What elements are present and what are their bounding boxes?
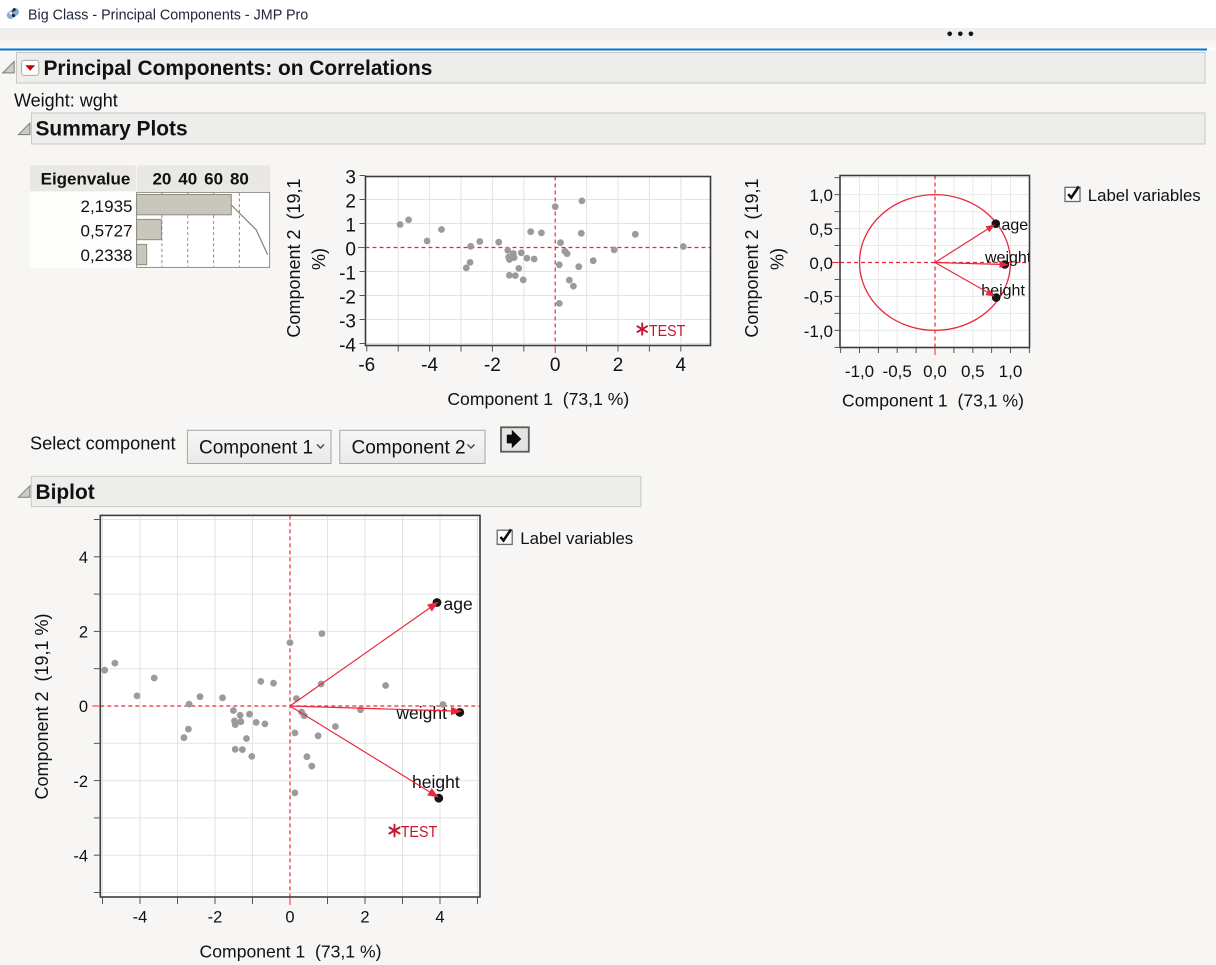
- svg-text:Component 1 (73,1 %): Component 1 (73,1 %): [200, 942, 382, 962]
- svg-text:4: 4: [435, 909, 444, 927]
- svg-text:-4: -4: [339, 336, 356, 357]
- svg-text:weight: weight: [395, 703, 447, 723]
- svg-text:0,2338: 0,2338: [81, 246, 133, 265]
- svg-text:0: 0: [285, 909, 294, 927]
- svg-text:0: 0: [345, 240, 356, 261]
- svg-text:4: 4: [676, 355, 687, 376]
- svg-text:-0,5: -0,5: [804, 288, 833, 307]
- svg-text:Eigenvalue: Eigenvalue: [41, 169, 131, 188]
- svg-text:TEST: TEST: [649, 323, 686, 340]
- svg-text:Component 2 (19,1: Component 2 (19,1: [284, 178, 304, 337]
- svg-text:%): %): [768, 248, 788, 270]
- svg-text:-2: -2: [484, 355, 501, 376]
- svg-text:Summary Plots: Summary Plots: [36, 118, 188, 141]
- svg-text:-0,5: -0,5: [883, 362, 912, 381]
- svg-text:-2: -2: [208, 909, 223, 927]
- svg-text:Component 1 (73,1 %): Component 1 (73,1 %): [842, 391, 1024, 411]
- svg-text:0,5727: 0,5727: [81, 222, 133, 241]
- svg-text:Label variables: Label variables: [520, 529, 633, 548]
- svg-text:0,0: 0,0: [809, 254, 833, 273]
- svg-text:0: 0: [79, 698, 88, 716]
- svg-text:Select component: Select component: [30, 434, 176, 454]
- svg-text:TEST: TEST: [401, 824, 438, 841]
- svg-text:Label variables: Label variables: [1088, 186, 1201, 205]
- svg-text:40: 40: [178, 169, 197, 188]
- svg-text:-4: -4: [421, 355, 438, 376]
- svg-text:4: 4: [79, 549, 88, 567]
- svg-text:2,1935: 2,1935: [81, 197, 133, 216]
- svg-text:%): %): [309, 248, 329, 270]
- svg-text:Weight: wght: Weight: wght: [14, 91, 118, 111]
- svg-text:1,0: 1,0: [809, 186, 833, 205]
- svg-text:60: 60: [204, 169, 223, 188]
- svg-text:Component 1: Component 1: [199, 438, 313, 459]
- svg-text:2: 2: [613, 355, 624, 376]
- svg-text:80: 80: [230, 169, 249, 188]
- svg-text:Component 2: Component 2: [352, 438, 466, 459]
- svg-text:weight: weight: [984, 250, 1032, 267]
- svg-text:-2: -2: [339, 288, 356, 309]
- svg-text:0,5: 0,5: [809, 220, 833, 239]
- svg-text:Component 2 (19,1 %): Component 2 (19,1 %): [32, 613, 52, 799]
- svg-text:-2: -2: [73, 773, 88, 791]
- svg-text:-1,0: -1,0: [804, 322, 833, 341]
- svg-text:0,5: 0,5: [961, 362, 985, 381]
- svg-text:2: 2: [345, 192, 356, 213]
- svg-text:-1: -1: [339, 264, 356, 285]
- svg-text:age: age: [444, 594, 473, 614]
- svg-text:0,0: 0,0: [923, 362, 947, 381]
- svg-text:2: 2: [360, 909, 369, 927]
- svg-text:0: 0: [550, 355, 561, 376]
- svg-text:-3: -3: [339, 312, 356, 333]
- svg-text:height: height: [412, 772, 460, 792]
- svg-text:1,0: 1,0: [999, 362, 1023, 381]
- svg-text:age: age: [1002, 217, 1029, 234]
- svg-text:3: 3: [345, 168, 356, 189]
- svg-text:-6: -6: [358, 355, 375, 376]
- svg-text:Big Class - Principal Componen: Big Class - Principal Components - JMP P…: [28, 7, 308, 23]
- svg-text:Component 1 (73,1 %): Component 1 (73,1 %): [447, 389, 629, 409]
- svg-text:-1,0: -1,0: [845, 362, 874, 381]
- svg-text:Principal Components: on Corre: Principal Components: on Correlations: [44, 57, 433, 80]
- svg-text:Component 2 (19,1: Component 2 (19,1: [742, 178, 762, 337]
- svg-text:2: 2: [79, 624, 88, 642]
- svg-text:20: 20: [152, 169, 171, 188]
- svg-text:Biplot: Biplot: [36, 481, 95, 504]
- svg-text:-4: -4: [73, 847, 88, 865]
- svg-text:-4: -4: [133, 909, 148, 927]
- svg-text:1: 1: [345, 216, 356, 237]
